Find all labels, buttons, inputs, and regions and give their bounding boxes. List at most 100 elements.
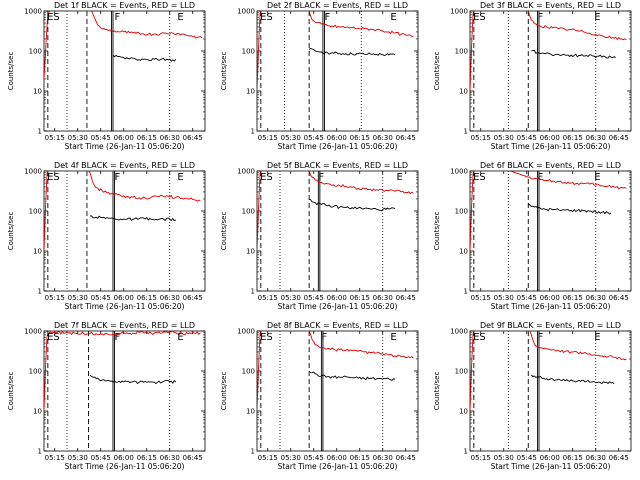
plot-frame (256, 170, 419, 292)
annotation-marker: E (177, 12, 183, 23)
series-lld-line (470, 331, 627, 412)
x-tick-label: 06:30 (373, 134, 393, 142)
y-tick-label: 10 (33, 88, 42, 96)
annotation-marker: F (321, 332, 327, 343)
y-tick-label: 100 (455, 48, 468, 56)
x-tick-label: 06:00 (327, 134, 347, 142)
x-tick-label: 06:30 (586, 134, 606, 142)
chart-title: Det 4f BLACK = Events, RED = LLD (54, 161, 195, 170)
annotation-marker: F (115, 172, 121, 183)
y-axis-label: Counts/sec (433, 372, 441, 411)
x-tick-label: 06:45 (609, 134, 629, 142)
x-tick-label: 05:30 (281, 294, 301, 302)
y-axis-label: Counts/sec (433, 212, 441, 251)
series-events-line (531, 49, 616, 59)
series-events-line (89, 215, 177, 222)
chart-panel-6: Det 6f BLACK = Events, RED = LLD 1 10 100 10… (426, 160, 639, 320)
series-lld-line (44, 11, 203, 80)
x-tick-label: 06:30 (160, 454, 180, 462)
y-tick-label: 1 (38, 128, 42, 136)
y-tick-label: 100 (29, 208, 42, 216)
y-tick-label: 1 (464, 448, 468, 456)
annotation-marker: E (397, 172, 403, 183)
x-tick-label: 05:15 (258, 134, 278, 142)
x-axis-label: Start Time (26-Jan-11 05:06:20) (65, 302, 185, 311)
x-tick-label: 06:45 (609, 454, 629, 462)
y-axis-label: Counts/sec (7, 212, 15, 251)
x-tick-label: 05:30 (68, 134, 88, 142)
x-tick-label: 06:45 (183, 454, 203, 462)
y-tick-label: 1000 (450, 328, 468, 336)
y-tick-label: 10 (246, 88, 255, 96)
x-tick-label: 06:15 (350, 294, 370, 302)
x-tick-label: 05:30 (281, 134, 301, 142)
x-tick-label: 05:45 (517, 454, 537, 462)
annotation-marker: F (318, 172, 324, 183)
chart-svg: Det 9f BLACK = Events, RED = LLD 1 10 100 10… (433, 321, 632, 471)
series-events-line (308, 198, 396, 212)
y-tick-label: 10 (459, 408, 468, 416)
x-tick-label: 06:45 (609, 294, 629, 302)
x-tick-label: 06:30 (586, 454, 606, 462)
y-tick-label: 100 (29, 48, 42, 56)
plot-frame (43, 170, 206, 292)
x-tick-label: 05:15 (45, 294, 65, 302)
x-tick-label: 05:15 (45, 134, 65, 142)
annotation-marker: ES (260, 12, 273, 23)
chart-svg: Det 4f BLACK = Events, RED = LLD 1 10 100 10… (7, 161, 206, 311)
y-tick-label: 1000 (450, 168, 468, 176)
y-tick-label: 1000 (237, 328, 255, 336)
x-tick-label: 06:45 (183, 294, 203, 302)
y-axis-label: Counts/sec (220, 372, 228, 411)
chart-panel-3: Det 3f BLACK = Events, RED = LLD 1 10 100 10… (426, 0, 639, 160)
x-tick-label: 05:30 (281, 454, 301, 462)
series-events-line (308, 370, 396, 381)
annotation-marker: E (177, 172, 183, 183)
x-tick-label: 06:00 (540, 294, 560, 302)
chart-panel-4: Det 4f BLACK = Events, RED = LLD 1 10 100 10… (0, 160, 213, 320)
series-events-line (308, 48, 396, 56)
chart-title: Det 1f BLACK = Events, RED = LLD (54, 1, 195, 10)
x-tick-label: 06:15 (563, 454, 583, 462)
chart-svg: Det 1f BLACK = Events, RED = LLD 1 10 100 10… (7, 1, 206, 151)
x-tick-label: 06:15 (137, 294, 157, 302)
chart-svg: Det 6f BLACK = Events, RED = LLD 1 10 100 10… (433, 161, 632, 311)
chart-panel-1: Det 1f BLACK = Events, RED = LLD 1 10 100 10… (0, 0, 213, 160)
plot-frame (469, 170, 632, 292)
x-tick-label: 06:00 (114, 134, 134, 142)
x-tick-label: 06:45 (396, 134, 416, 142)
x-tick-label: 06:00 (114, 454, 134, 462)
x-tick-label: 06:15 (137, 454, 157, 462)
annotation-marker: ES (473, 172, 486, 183)
x-tick-label: 06:15 (563, 294, 583, 302)
annotation-marker: ES (473, 12, 486, 23)
plot-frame (469, 10, 632, 132)
series-events-line (89, 374, 177, 385)
chart-panel-9: Det 9f BLACK = Events, RED = LLD 1 10 100 10… (426, 320, 639, 480)
y-tick-label: 1 (38, 448, 42, 456)
x-tick-label: 06:00 (327, 294, 347, 302)
y-tick-label: 1000 (237, 8, 255, 16)
annotation-marker: E (594, 12, 600, 23)
series-events-line (528, 203, 612, 215)
y-axis-label: Counts/sec (433, 52, 441, 91)
x-axis-label: Start Time (26-Jan-11 05:06:20) (65, 462, 185, 471)
chart-title: Det 3f BLACK = Events, RED = LLD (480, 1, 621, 10)
x-tick-label: 05:45 (304, 294, 324, 302)
y-tick-label: 1 (464, 288, 468, 296)
chart-title: Det 9f BLACK = Events, RED = LLD (480, 321, 621, 330)
annotation-marker: E (390, 12, 396, 23)
annotation-marker: ES (260, 172, 273, 183)
x-tick-label: 06:30 (373, 294, 393, 302)
x-tick-label: 06:00 (327, 454, 347, 462)
x-tick-label: 05:30 (68, 294, 88, 302)
x-tick-label: 06:45 (396, 454, 416, 462)
y-axis-label: Counts/sec (7, 52, 15, 91)
chart-panel-2: Det 2f BLACK = Events, RED = LLD 1 10 100 10… (213, 0, 426, 160)
x-axis-label: Start Time (26-Jan-11 05:06:20) (65, 142, 185, 151)
y-tick-label: 10 (246, 408, 255, 416)
annotation-marker: ES (47, 332, 60, 343)
x-tick-label: 06:30 (160, 134, 180, 142)
x-tick-label: 05:45 (304, 454, 324, 462)
annotation-marker: F (537, 12, 543, 23)
